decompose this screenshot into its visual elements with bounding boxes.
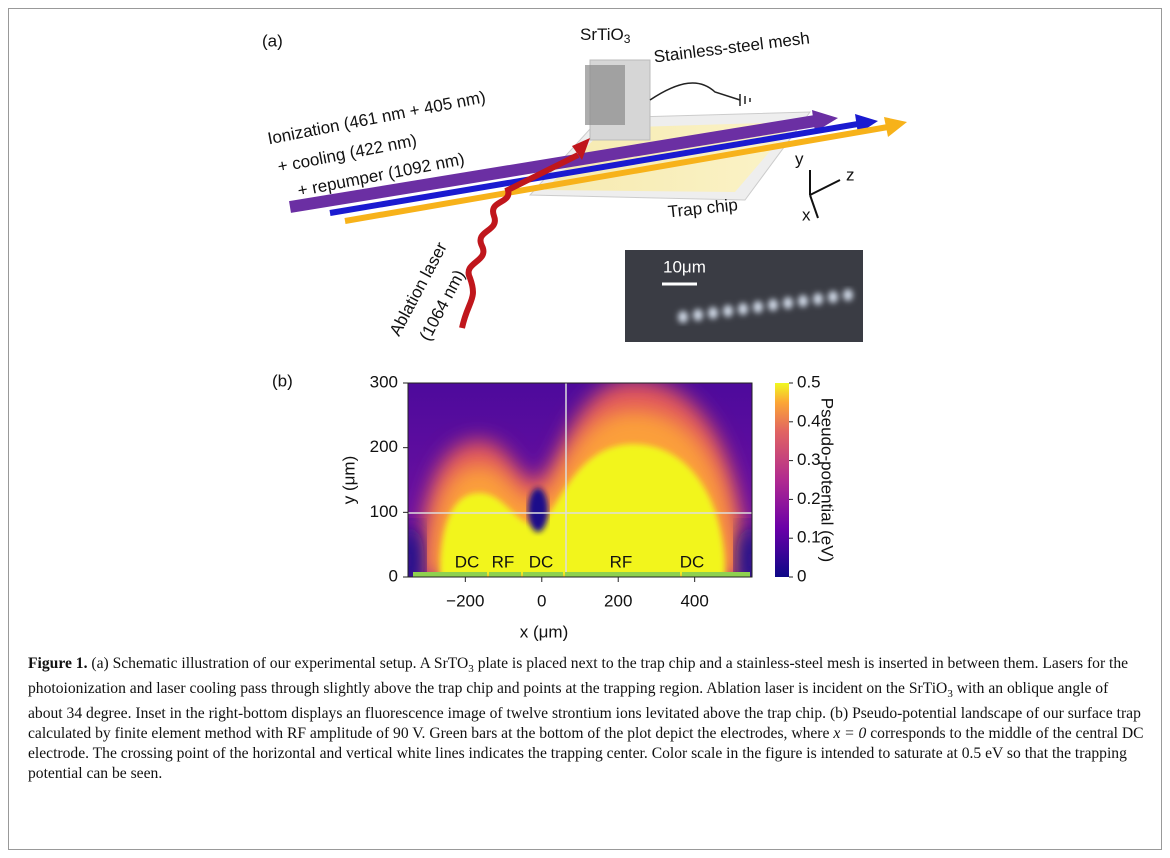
colorbar-tick-label: 0.3 (797, 450, 821, 469)
repumper-beam (344, 124, 889, 224)
colorbar-tick-label: 0.1 (797, 528, 821, 547)
caption-sub: 3 (947, 688, 953, 701)
inset-image (625, 250, 863, 342)
caption-math: x = 0 (833, 725, 867, 743)
colorbar-tick-label: 0.5 (797, 372, 821, 391)
electrode-label: DC (529, 552, 554, 571)
figure: (a) SrTiO3 Stainless-steel mesh Ionizati… (262, 25, 907, 641)
heatmap (408, 383, 752, 577)
colorbar-label: Pseudo-potential (eV) (818, 398, 837, 562)
ablation-beam (459, 152, 580, 329)
arrowhead (884, 117, 907, 137)
colorbar-tick-label: 0.2 (797, 489, 821, 508)
y-axis-label: y (μm) (339, 456, 358, 505)
ions (678, 289, 853, 323)
caption-text: corresponds to the middle of the central… (28, 725, 1144, 783)
caption: Figure 1. (a) Schematic illustration of … (28, 654, 1146, 784)
electrode-label: RF (610, 552, 633, 571)
srtio3-label: SrTiO3 (580, 25, 631, 46)
caption-text: (a) Schematic illustration of our experi… (87, 655, 469, 672)
arrowhead (812, 110, 838, 132)
arrowhead (572, 138, 590, 160)
x-tick-label: −200 (446, 591, 484, 610)
panel-label: (a) (262, 31, 283, 50)
x-tick-label: 400 (680, 591, 708, 610)
y-tick-label: 0 (389, 566, 398, 585)
caption-lead: Figure 1. (28, 655, 88, 672)
axis-x-label: x (802, 205, 811, 224)
axis-z-label: z (846, 165, 855, 184)
y-tick-label: 300 (370, 372, 398, 391)
x-axis-label: x (μm) (520, 622, 569, 641)
caption-text: with an oblique angle of about 34 degree… (28, 680, 1141, 743)
ground-wire (649, 82, 741, 101)
colorbar-tick-label: 0 (797, 566, 806, 585)
y-tick-label: 100 (370, 502, 398, 521)
panel-label: (b) (272, 371, 293, 390)
scale-bar-label: 10μm (663, 257, 706, 276)
cooling-beam (329, 121, 859, 216)
srtio3-plate (585, 65, 625, 125)
mesh-label: Stainless-steel mesh (653, 28, 811, 66)
x-tick-label: 200 (604, 591, 632, 610)
caption-sub: 3 (468, 663, 474, 676)
colorbar (775, 383, 789, 577)
coord-axes (809, 170, 841, 219)
electrode-label: RF (492, 552, 515, 571)
ground-symbol (739, 94, 751, 106)
electrode-label: DC (455, 552, 480, 571)
axis-y-label: y (795, 149, 804, 168)
caption-text: plate is placed next to the trap chip an… (28, 655, 1129, 698)
ionization-beam (289, 115, 816, 213)
colorbar-tick-label: 0.4 (797, 411, 821, 430)
electrode-label: DC (680, 552, 705, 571)
figure-frame (8, 8, 1162, 850)
chip-label: Trap chip (667, 195, 739, 221)
plot-frame (407, 382, 753, 578)
x-tick-label: 0 (537, 591, 546, 610)
y-tick-label: 200 (370, 437, 398, 456)
